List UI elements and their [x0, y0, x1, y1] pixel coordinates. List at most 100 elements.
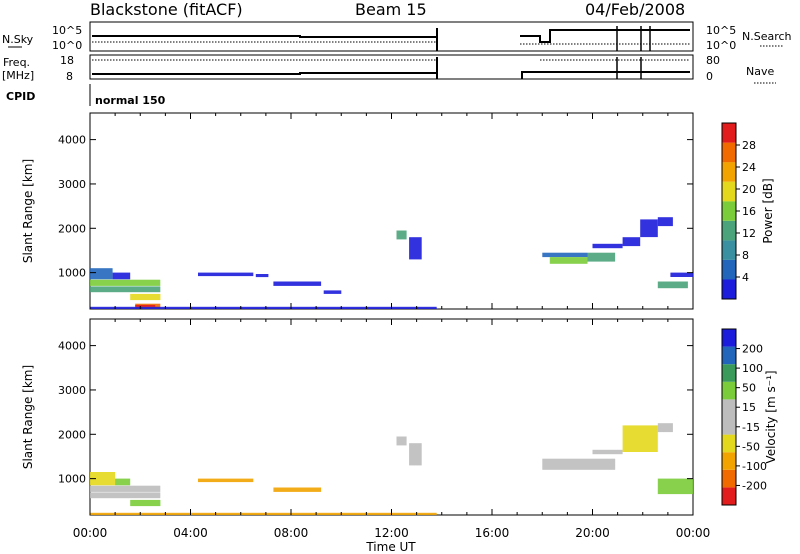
power-patch [198, 272, 254, 277]
velocity-patch [198, 478, 254, 483]
power-patch [323, 290, 342, 294]
power-patch [549, 257, 588, 264]
power-patch [657, 217, 673, 227]
power-data-layer [90, 217, 693, 309]
power-frame [89, 112, 694, 310]
colorbar-swatch [722, 181, 736, 202]
velocity-frame [89, 318, 694, 516]
power-patch [112, 272, 131, 280]
y-tick-label: 2000 [58, 428, 86, 441]
freq-tick-top: 18 [60, 54, 74, 67]
colorbar-tick-label: -15 [742, 421, 760, 434]
nsky-tick-bottom: 10^0 [52, 39, 82, 52]
velocity-patch [592, 449, 623, 455]
velocity-data-layer [90, 423, 693, 515]
nsky-label: N.Sky [2, 33, 34, 46]
colorbar-tick-label: 12 [742, 227, 756, 240]
nsky-tick-top: 10^5 [52, 24, 82, 37]
power-patch [587, 252, 616, 262]
colorbar-swatch [722, 220, 736, 241]
freq-trace-1 [92, 72, 437, 75]
nave-tick-top: 80 [706, 54, 720, 67]
colorbar-tick-label: 4 [742, 271, 749, 284]
velocity-patch [273, 487, 322, 492]
colorbar-swatch [722, 417, 736, 435]
colorbar-swatch [722, 142, 736, 163]
time-x-axis: 00:00 04:00 08:00 12:00 16:00 20:00 00:00 [73, 526, 711, 540]
colorbar-tick-label: 50 [742, 382, 756, 395]
colorbar-tick-label: 24 [742, 161, 756, 174]
velocity-patch [622, 425, 658, 452]
power-patch [273, 281, 322, 286]
colorbar-swatch [722, 279, 736, 299]
y-tick-label: 4000 [58, 340, 86, 353]
x-tick-label: 12:00 [374, 526, 409, 540]
power-patch [622, 237, 641, 247]
cpid-value: normal 150 [95, 94, 166, 107]
station-title: Blackstone (fitACF) [90, 0, 243, 19]
date-title: 04/Feb/2008 [585, 0, 685, 19]
velocity-patch [130, 499, 161, 507]
colorbar-swatch [722, 162, 736, 182]
velocity-ylabel: Slant Range [km] [21, 365, 35, 469]
colorbar-swatch [722, 259, 736, 280]
power-patch [90, 286, 161, 293]
power-patch [640, 219, 658, 238]
colorbar-tick-label: 8 [742, 249, 749, 262]
cpid-label: CPID [6, 90, 35, 103]
x-tick-label: 04:00 [173, 526, 208, 540]
power-y-axis: 1000 2000 3000 4000 [58, 113, 694, 309]
velocity-patch [90, 512, 437, 515]
colorbar-swatch [722, 329, 736, 347]
y-tick-label: 4000 [58, 134, 86, 147]
velocity-patch [90, 472, 116, 486]
power-patch [90, 306, 437, 309]
nsky-trace-1 [92, 35, 437, 38]
freq-frame [89, 54, 694, 80]
y-tick-label: 2000 [58, 222, 86, 235]
power-patch [542, 252, 588, 258]
power-patch [409, 237, 422, 260]
colorbar-swatch [722, 452, 736, 470]
colorbar-tick-label: 200 [742, 343, 763, 356]
colorbar-swatch [722, 201, 736, 221]
nsky-panel: N.Sky 10^5 10^0 10^5 10^0 N.Search [2, 21, 792, 52]
nsearch-tick-top: 10^5 [706, 24, 736, 37]
power-patch [657, 281, 688, 289]
x-tick-label: 00:00 [73, 526, 108, 540]
colorbar-swatch [722, 434, 736, 453]
beam-title: Beam 15 [355, 0, 427, 19]
velocity-panel: 1000 2000 3000 4000 Slant Range [km] -200 -1… [21, 318, 778, 516]
colorbar-swatch [722, 123, 736, 143]
power-patch [90, 268, 113, 280]
y-tick-label: 3000 [58, 384, 86, 397]
y-tick-label: 1000 [58, 267, 86, 280]
power-patch [135, 305, 156, 307]
velocity-patch [90, 485, 161, 492]
y-tick-label: 3000 [58, 178, 86, 191]
colorbar-tick-label: 15 [742, 401, 756, 414]
colorbar-swatch [722, 240, 736, 260]
velocity-colorbar-label: Velocity [m s⁻¹] [764, 370, 778, 463]
freq-tick-bottom: 8 [66, 70, 73, 83]
colorbar-swatch [722, 469, 736, 488]
colorbar-tick-label: 28 [742, 139, 756, 152]
colorbar-tick-label: 20 [742, 183, 756, 196]
power-colorbar: 4 8 12 16 20 24 28 [721, 122, 756, 300]
nave-label: Nave [746, 65, 774, 78]
colorbar-tick-label: -200 [742, 479, 767, 492]
velocity-patch [115, 478, 131, 486]
velocity-patch [542, 458, 616, 470]
freq-label: Freq. [3, 56, 30, 69]
velocity-patch [657, 423, 673, 433]
colorbar-swatch [722, 399, 736, 417]
colorbar-swatch [722, 487, 736, 505]
velocity-colorbar: -200 -100 -50 -15 15 50 100 200 [721, 328, 767, 506]
nave-tick-bottom: 0 [706, 70, 713, 83]
power-patch [670, 272, 693, 277]
freq-unit: [MHz] [2, 69, 34, 82]
x-tick-label: 00:00 [676, 526, 711, 540]
power-patch [255, 274, 269, 278]
nsearch-label: N.Search [742, 30, 792, 43]
